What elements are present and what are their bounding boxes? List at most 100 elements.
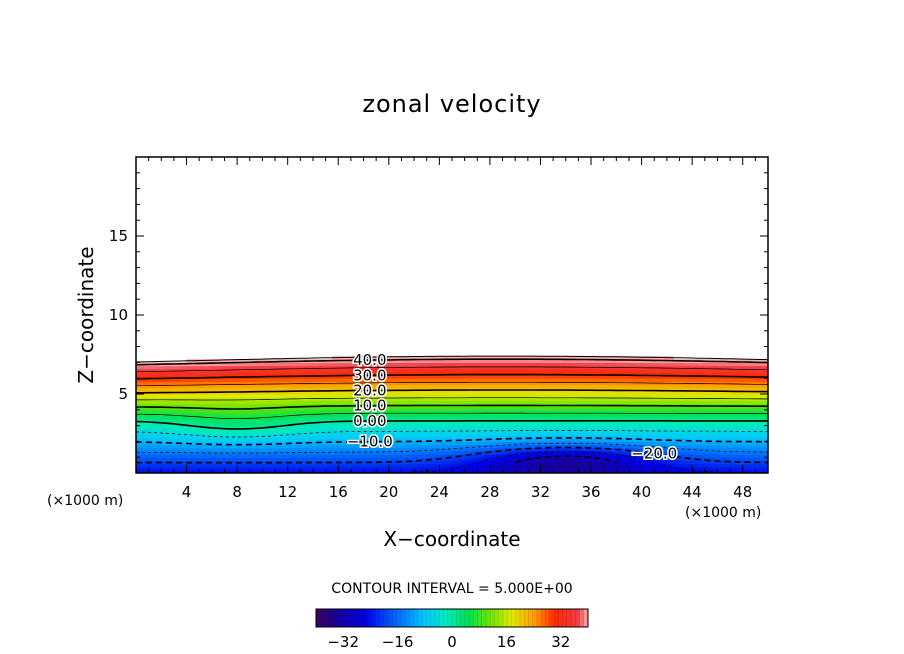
field-cell — [192, 387, 200, 392]
field-cell — [755, 428, 763, 433]
field-cell — [256, 409, 263, 414]
field-cell — [388, 409, 396, 414]
field-cell — [192, 428, 200, 433]
field-cell — [584, 460, 592, 465]
field-cell — [622, 469, 630, 473]
field-cell — [711, 397, 719, 401]
field-cell — [559, 365, 567, 370]
field-cell — [761, 359, 768, 363]
field-cell — [357, 457, 365, 461]
colorbar-cell — [468, 608, 474, 628]
field-cell — [136, 435, 143, 439]
field-cell — [211, 359, 219, 363]
field-cell — [154, 403, 162, 408]
field-cell — [287, 412, 295, 417]
field-cell — [148, 387, 156, 392]
field-cell — [319, 394, 327, 398]
field-cell — [281, 371, 289, 376]
colorbar-cell — [477, 608, 483, 628]
field-cell — [281, 400, 289, 405]
field-cell — [452, 441, 459, 446]
field-cell — [414, 362, 421, 367]
field-cell — [723, 450, 731, 455]
field-cell — [654, 441, 662, 446]
field-cell — [357, 469, 365, 473]
field-cell — [312, 394, 320, 398]
field-cell — [527, 406, 535, 411]
field-cell — [161, 463, 169, 468]
field-cell — [515, 425, 523, 430]
colorbar-cell — [541, 608, 547, 628]
field-cell — [483, 406, 491, 411]
field-cell — [597, 428, 605, 433]
field-cell — [338, 450, 346, 455]
field-cell — [281, 422, 289, 427]
field-cell — [711, 457, 719, 461]
field-cell — [294, 454, 301, 458]
field-cell — [559, 416, 567, 420]
field-cell — [736, 438, 744, 442]
field-cell — [692, 368, 700, 373]
field-cell — [464, 381, 472, 386]
field-cell — [704, 460, 712, 465]
field-cell — [136, 400, 143, 405]
field-cell — [698, 425, 706, 430]
field-cell — [388, 381, 396, 386]
field-cell — [755, 447, 763, 452]
field-cell — [294, 365, 301, 370]
field-cell — [319, 444, 327, 449]
field-cell — [192, 454, 200, 458]
field-cell — [742, 412, 750, 417]
field-cell — [281, 406, 289, 411]
field-cell — [395, 359, 403, 363]
field-cell — [641, 397, 649, 401]
field-cell — [136, 394, 143, 398]
field-cell — [300, 371, 308, 376]
field-cell — [572, 375, 579, 379]
field-cell — [395, 444, 403, 449]
field-cell — [433, 463, 440, 468]
field-cell — [477, 397, 485, 401]
field-cell — [641, 368, 649, 373]
field-cell — [395, 416, 403, 420]
field-cell — [508, 368, 516, 373]
field-cell — [730, 365, 737, 370]
field-cell — [673, 425, 681, 430]
field-cell — [730, 466, 737, 471]
field-cell — [439, 356, 447, 360]
field-cell — [704, 416, 712, 420]
field-cell — [742, 371, 750, 376]
field-cell — [312, 400, 320, 405]
field-cell — [439, 431, 447, 436]
field-cell — [312, 463, 320, 468]
field-cell — [698, 463, 706, 468]
field-cell — [660, 384, 668, 389]
field-cell — [711, 362, 719, 367]
field-cell — [628, 438, 636, 442]
field-cell — [565, 381, 573, 386]
field-cell — [186, 419, 194, 424]
field-cell — [445, 435, 453, 439]
field-cell — [597, 438, 605, 442]
field-cell — [502, 371, 510, 376]
field-cell — [237, 400, 245, 405]
field-cell — [161, 438, 169, 442]
field-cell — [312, 428, 320, 433]
field-cell — [660, 450, 668, 455]
field-cell — [439, 371, 447, 376]
field-cell — [755, 384, 763, 389]
colorbar-cell — [570, 608, 576, 628]
field-cell — [660, 368, 668, 373]
field-cell — [736, 378, 744, 382]
field-cell — [534, 450, 542, 455]
field-cell — [711, 463, 719, 468]
field-cell — [376, 428, 384, 433]
field-cell — [717, 422, 725, 427]
field-cell — [433, 428, 440, 433]
field-cell — [306, 422, 314, 427]
field-cell — [742, 378, 750, 382]
field-cell — [591, 356, 598, 360]
field-cell — [489, 359, 497, 363]
field-cell — [350, 444, 358, 449]
field-cell — [666, 412, 674, 417]
